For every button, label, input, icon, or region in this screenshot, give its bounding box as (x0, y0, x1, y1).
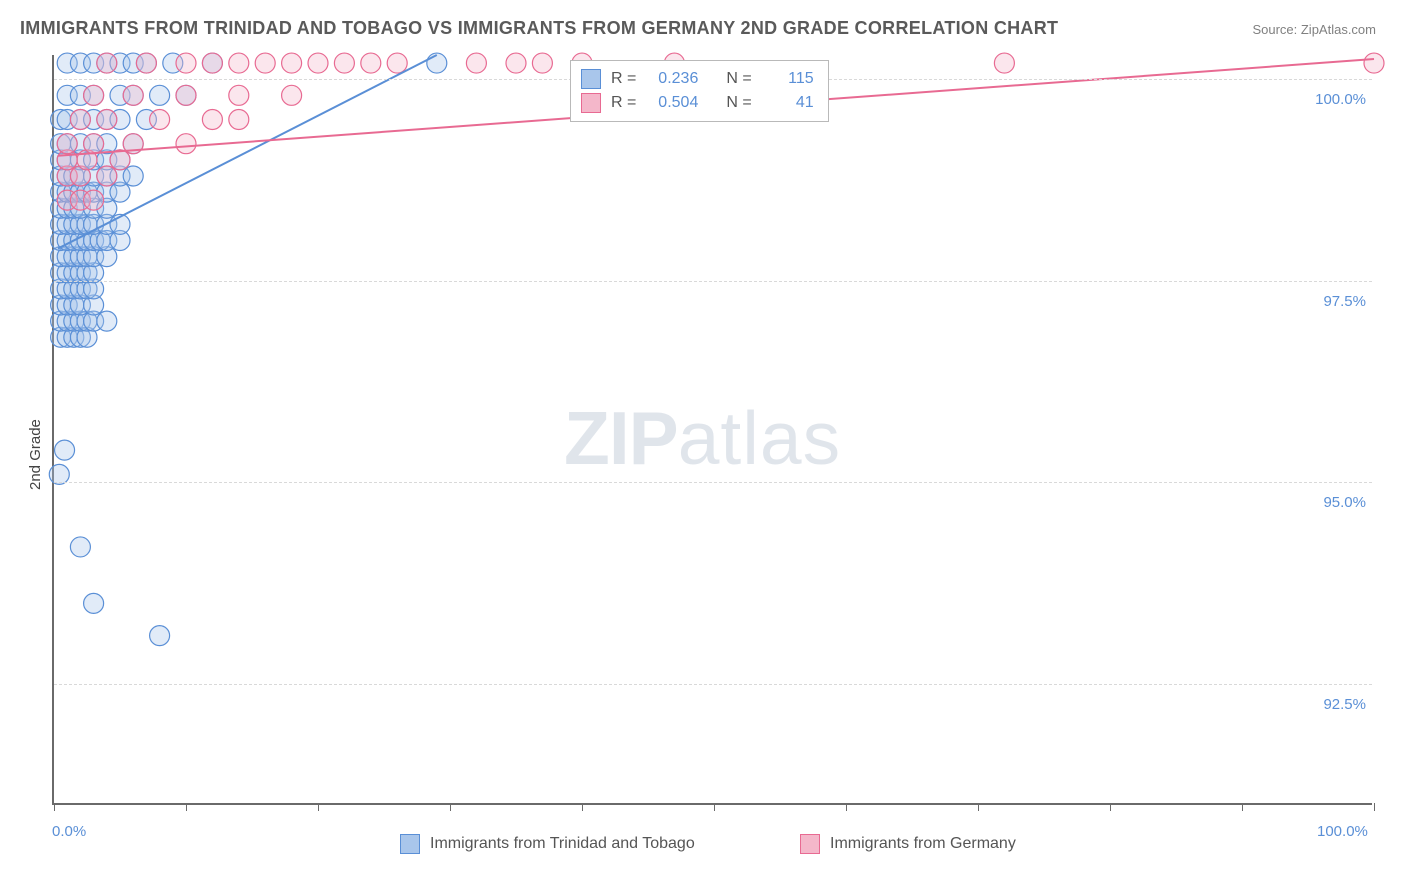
gridline (54, 281, 1372, 282)
n-value: 41 (762, 91, 814, 115)
legend-row: R = 0.504 N = 41 (581, 91, 814, 115)
data-point (994, 53, 1014, 73)
data-point (255, 53, 275, 73)
data-point (84, 593, 104, 613)
x-tick (714, 803, 715, 811)
data-point (55, 440, 75, 460)
series-legend-2: Immigrants from Germany (800, 834, 1016, 854)
data-point (387, 53, 407, 73)
scatter-svg (54, 55, 1374, 805)
data-point (308, 53, 328, 73)
x-tick (318, 803, 319, 811)
data-point (229, 53, 249, 73)
y-tick-label: 97.5% (1323, 293, 1366, 310)
gridline (54, 684, 1372, 685)
data-point (97, 53, 117, 73)
x-tick-label: 100.0% (1317, 823, 1368, 840)
y-axis-label: 2nd Grade (27, 419, 44, 490)
r-value: 0.504 (646, 91, 698, 115)
data-point (84, 134, 104, 154)
x-tick (1242, 803, 1243, 811)
plot-area: ZIPatlas 92.5%95.0%97.5%100.0% (52, 55, 1372, 805)
n-label: N = (726, 91, 751, 115)
data-point (97, 311, 117, 331)
data-point (57, 134, 77, 154)
x-tick (1110, 803, 1111, 811)
data-point (123, 85, 143, 105)
data-point (70, 537, 90, 557)
x-tick (450, 803, 451, 811)
data-point (150, 626, 170, 646)
source-name: ZipAtlas.com (1301, 22, 1376, 37)
series-label: Immigrants from Trinidad and Tobago (430, 835, 695, 853)
x-tick (978, 803, 979, 811)
data-point (466, 53, 486, 73)
data-point (229, 110, 249, 130)
source-attribution: Source: ZipAtlas.com (1252, 22, 1376, 37)
legend-swatch-blue (400, 834, 420, 854)
legend-row: R = 0.236 N = 115 (581, 67, 814, 91)
data-point (506, 53, 526, 73)
x-tick (54, 803, 55, 811)
n-label: N = (726, 67, 751, 91)
data-point (84, 85, 104, 105)
data-point (176, 134, 196, 154)
chart-title: IMMIGRANTS FROM TRINIDAD AND TOBAGO VS I… (20, 18, 1058, 39)
y-tick-label: 100.0% (1315, 91, 1366, 108)
data-point (150, 110, 170, 130)
n-value: 115 (762, 67, 814, 91)
data-point (110, 150, 130, 170)
data-point (361, 53, 381, 73)
r-value: 0.236 (646, 67, 698, 91)
data-point (282, 85, 302, 105)
x-tick (1374, 803, 1375, 811)
correlation-legend: R = 0.236 N = 115 R = 0.504 N = 41 (570, 60, 829, 122)
y-tick-label: 92.5% (1323, 696, 1366, 713)
data-point (532, 53, 552, 73)
data-point (176, 53, 196, 73)
data-point (123, 166, 143, 186)
x-tick (186, 803, 187, 811)
data-point (49, 464, 69, 484)
data-point (84, 190, 104, 210)
data-point (70, 110, 90, 130)
y-tick-label: 95.0% (1323, 494, 1366, 511)
source-prefix: Source: (1252, 22, 1300, 37)
legend-swatch-blue (581, 69, 601, 89)
data-point (1364, 53, 1384, 73)
data-point (97, 110, 117, 130)
series-label: Immigrants from Germany (830, 835, 1016, 853)
data-point (202, 53, 222, 73)
r-label: R = (611, 67, 636, 91)
data-point (176, 85, 196, 105)
gridline (54, 482, 1372, 483)
legend-swatch-pink (581, 93, 601, 113)
data-point (136, 53, 156, 73)
series-legend-1: Immigrants from Trinidad and Tobago (400, 834, 695, 854)
data-point (229, 85, 249, 105)
data-point (97, 166, 117, 186)
data-point (202, 110, 222, 130)
x-tick (846, 803, 847, 811)
r-label: R = (611, 91, 636, 115)
x-tick (582, 803, 583, 811)
x-tick-label: 0.0% (52, 823, 86, 840)
data-point (334, 53, 354, 73)
data-point (282, 53, 302, 73)
legend-swatch-pink (800, 834, 820, 854)
data-point (150, 85, 170, 105)
